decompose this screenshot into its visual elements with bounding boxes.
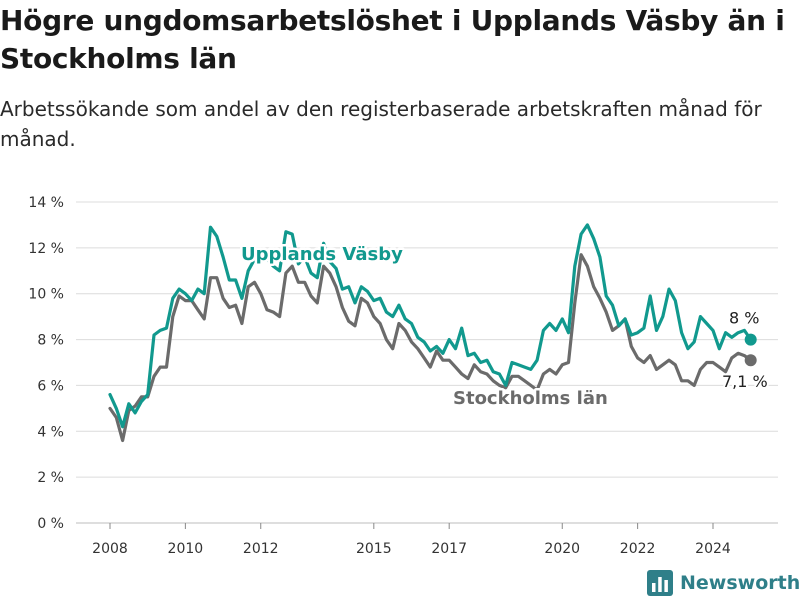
series-line <box>108 223 753 429</box>
x-tick-label: 2010 <box>168 541 204 557</box>
y-tick-label: 8 % <box>37 333 64 349</box>
series-end-label: 7,1 % <box>722 372 768 391</box>
series-group <box>108 223 757 443</box>
x-axis: 2008 2010 2012 2015 2017 2020 2022 2024 <box>92 523 731 557</box>
series-end-point <box>744 354 757 367</box>
y-tick-label: 2 % <box>37 470 64 486</box>
y-tick-label: 10 % <box>28 287 64 303</box>
y-tick-label: 0 % <box>37 516 64 532</box>
x-tick-label: 2017 <box>431 541 467 557</box>
page-subtitle: Arbetssökande som andel av den registerb… <box>0 97 762 151</box>
series-name-label: Stockholms län <box>453 388 608 409</box>
y-tick-label: 12 % <box>28 241 64 257</box>
series-line <box>108 253 753 443</box>
series-end-label: 8 % <box>729 309 759 328</box>
y-tick-label: 4 % <box>37 424 64 440</box>
bar-chart-logo-icon <box>647 570 673 596</box>
x-tick-label: 2008 <box>92 541 128 557</box>
x-tick-label: 2015 <box>356 541 392 557</box>
x-tick-label: 2024 <box>695 541 731 557</box>
x-tick-label: 2022 <box>620 541 656 557</box>
series-labels: Upplands Väsby Stockholms län 8 % 7,1 % <box>239 242 770 412</box>
series-name-label: Upplands Väsby <box>241 244 403 265</box>
grid: 0 % 2 % 4 % 6 % 8 % 10 % 12 % 14 % <box>28 195 778 532</box>
x-tick-label: 2012 <box>243 541 279 557</box>
brand-name: Newsworthy <box>680 572 800 594</box>
series-end-point <box>744 333 757 346</box>
y-tick-label: 14 % <box>28 195 64 211</box>
newsworthy-brand: Newsworthy <box>646 569 800 597</box>
x-tick-label: 2020 <box>544 541 580 557</box>
y-tick-label: 6 % <box>37 378 64 394</box>
page-title: Högre ungdomsarbetslöshet i Upplands Väs… <box>0 4 785 75</box>
